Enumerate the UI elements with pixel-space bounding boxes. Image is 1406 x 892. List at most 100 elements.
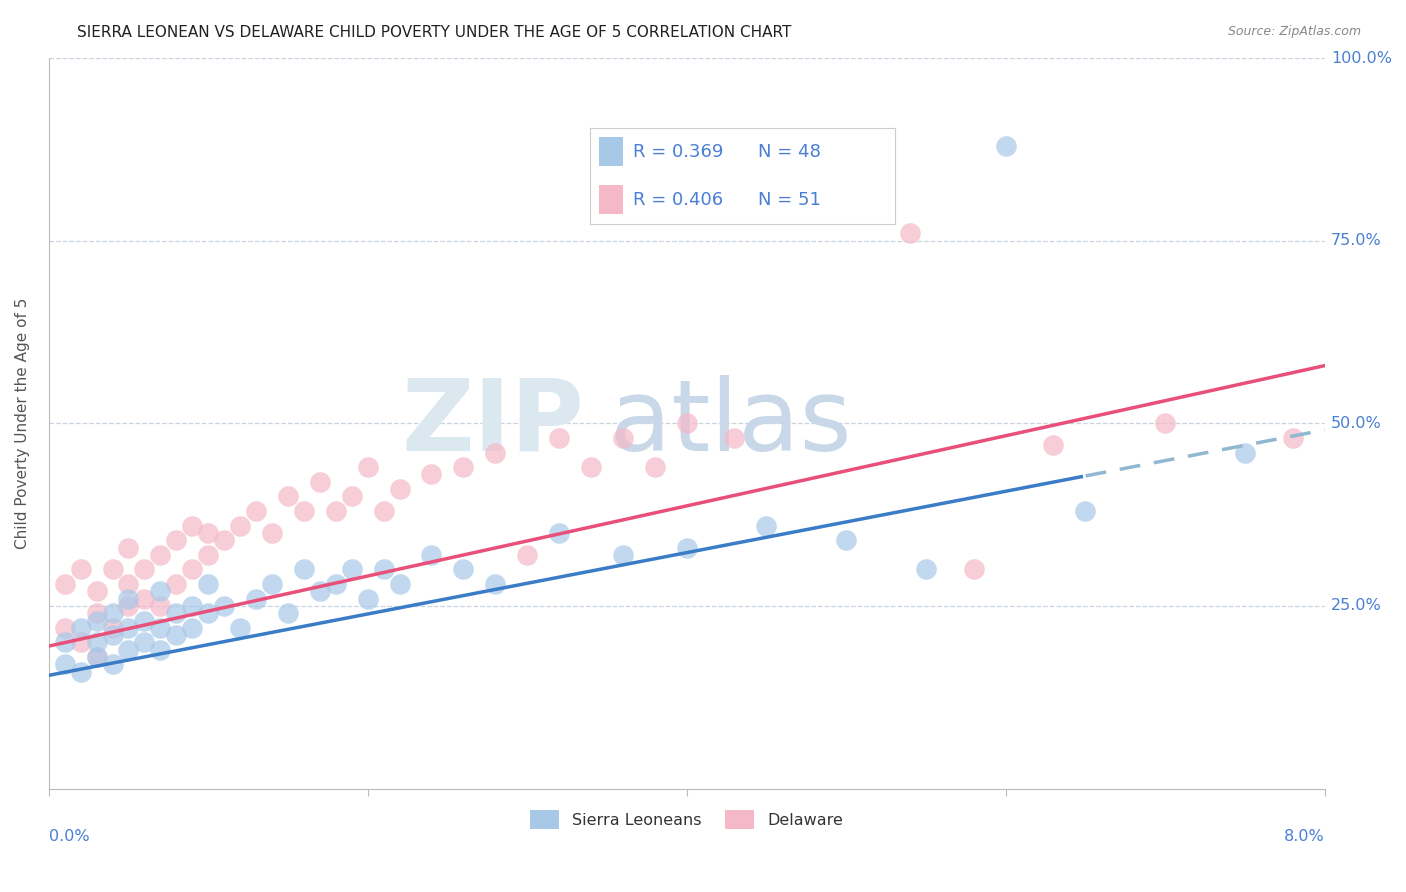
Point bbox=[117, 591, 139, 606]
Point bbox=[86, 584, 108, 599]
Point bbox=[69, 621, 91, 635]
Point bbox=[675, 541, 697, 555]
Point bbox=[340, 562, 363, 576]
Point bbox=[229, 621, 252, 635]
Point bbox=[197, 577, 219, 591]
Point bbox=[835, 533, 858, 548]
Point bbox=[644, 460, 666, 475]
Point bbox=[53, 621, 76, 635]
Text: 75.0%: 75.0% bbox=[1331, 234, 1382, 248]
Point bbox=[1233, 445, 1256, 459]
Point bbox=[612, 548, 634, 562]
Point bbox=[165, 628, 187, 642]
Point bbox=[357, 460, 380, 475]
Legend: Sierra Leoneans, Delaware: Sierra Leoneans, Delaware bbox=[524, 804, 849, 835]
Point bbox=[117, 621, 139, 635]
Point bbox=[134, 562, 156, 576]
Text: N = 51: N = 51 bbox=[758, 191, 821, 209]
Point bbox=[915, 562, 938, 576]
Point bbox=[548, 525, 571, 540]
Text: N = 48: N = 48 bbox=[758, 143, 821, 161]
Point bbox=[149, 642, 172, 657]
Point bbox=[181, 562, 204, 576]
Point bbox=[516, 548, 538, 562]
Point bbox=[357, 591, 380, 606]
Point bbox=[1281, 431, 1303, 445]
Point bbox=[117, 577, 139, 591]
Point bbox=[149, 599, 172, 613]
Point bbox=[86, 650, 108, 665]
Point bbox=[245, 591, 267, 606]
Point bbox=[420, 548, 443, 562]
Point bbox=[484, 577, 506, 591]
Point bbox=[149, 584, 172, 599]
Point bbox=[181, 621, 204, 635]
Point bbox=[165, 577, 187, 591]
Point bbox=[420, 467, 443, 482]
Point bbox=[212, 599, 235, 613]
Point bbox=[197, 548, 219, 562]
Point bbox=[723, 431, 745, 445]
Point bbox=[134, 614, 156, 628]
Point bbox=[181, 599, 204, 613]
Point bbox=[149, 621, 172, 635]
Point bbox=[86, 607, 108, 621]
Point bbox=[260, 525, 283, 540]
Point bbox=[453, 562, 475, 576]
Point bbox=[53, 657, 76, 672]
Point bbox=[260, 577, 283, 591]
Point bbox=[86, 635, 108, 649]
Point bbox=[197, 525, 219, 540]
Text: 0.0%: 0.0% bbox=[49, 829, 90, 844]
Point bbox=[101, 621, 124, 635]
Point bbox=[325, 504, 347, 518]
Text: ZIP: ZIP bbox=[402, 375, 585, 472]
Point bbox=[308, 475, 330, 489]
Point bbox=[453, 460, 475, 475]
Point bbox=[117, 642, 139, 657]
Y-axis label: Child Poverty Under the Age of 5: Child Poverty Under the Age of 5 bbox=[15, 298, 30, 549]
Point bbox=[994, 138, 1017, 153]
Point bbox=[340, 490, 363, 504]
Point bbox=[117, 599, 139, 613]
Point bbox=[325, 577, 347, 591]
Point bbox=[101, 628, 124, 642]
Point bbox=[277, 490, 299, 504]
Point bbox=[1154, 417, 1177, 431]
Point bbox=[373, 504, 395, 518]
Point bbox=[308, 584, 330, 599]
Point bbox=[69, 635, 91, 649]
Point bbox=[197, 607, 219, 621]
Text: SIERRA LEONEAN VS DELAWARE CHILD POVERTY UNDER THE AGE OF 5 CORRELATION CHART: SIERRA LEONEAN VS DELAWARE CHILD POVERTY… bbox=[77, 25, 792, 40]
Bar bbox=[599, 137, 623, 166]
Point bbox=[675, 417, 697, 431]
Point bbox=[292, 504, 315, 518]
Point bbox=[1074, 504, 1097, 518]
Point bbox=[101, 657, 124, 672]
Point bbox=[101, 562, 124, 576]
Text: Source: ZipAtlas.com: Source: ZipAtlas.com bbox=[1227, 25, 1361, 38]
Text: atlas: atlas bbox=[610, 375, 852, 472]
Point bbox=[484, 445, 506, 459]
Point bbox=[388, 482, 411, 496]
Point bbox=[277, 607, 299, 621]
Text: 50.0%: 50.0% bbox=[1331, 416, 1382, 431]
Point bbox=[181, 518, 204, 533]
Point bbox=[373, 562, 395, 576]
Point bbox=[69, 665, 91, 679]
Point bbox=[1042, 438, 1064, 452]
Point bbox=[612, 431, 634, 445]
Point bbox=[69, 562, 91, 576]
Point bbox=[898, 227, 921, 241]
Point bbox=[212, 533, 235, 548]
Point bbox=[165, 607, 187, 621]
Point bbox=[548, 431, 571, 445]
Point bbox=[963, 562, 986, 576]
Point bbox=[755, 518, 778, 533]
Text: 100.0%: 100.0% bbox=[1331, 51, 1392, 66]
Point bbox=[165, 533, 187, 548]
Point bbox=[579, 460, 602, 475]
Point bbox=[388, 577, 411, 591]
Point bbox=[245, 504, 267, 518]
Text: R = 0.406: R = 0.406 bbox=[633, 191, 723, 209]
